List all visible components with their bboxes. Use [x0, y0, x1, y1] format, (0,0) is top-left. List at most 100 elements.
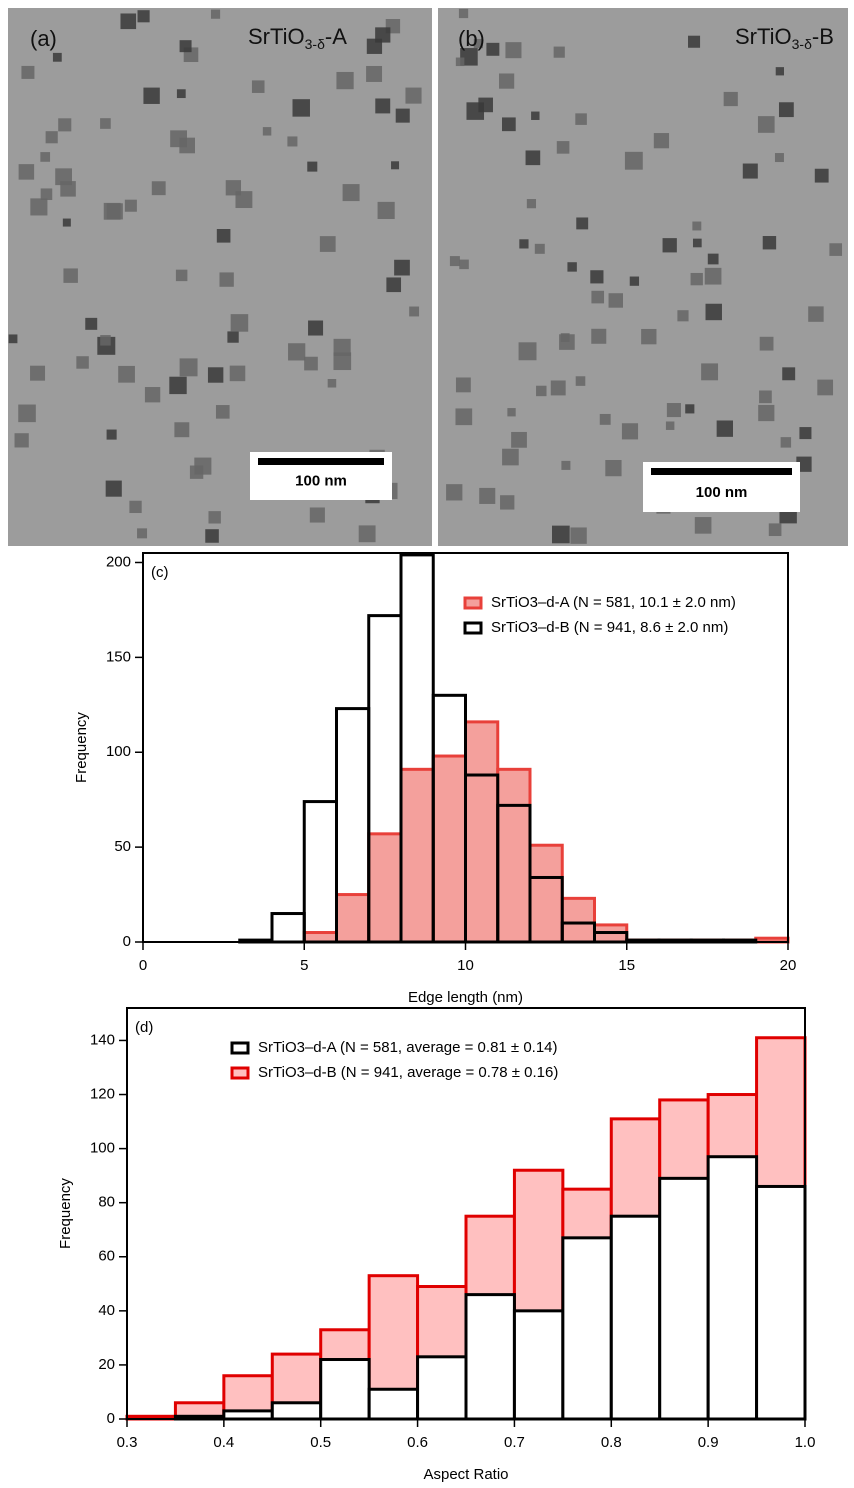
- particle: [536, 385, 547, 397]
- particle: [775, 67, 784, 76]
- particle: [175, 269, 188, 282]
- particle: [333, 352, 352, 371]
- particle: [716, 420, 733, 437]
- x-tick-label: 0.3: [117, 1434, 138, 1451]
- particle: [591, 290, 605, 304]
- particle: [120, 13, 137, 30]
- y-tick-label: 50: [114, 838, 131, 855]
- particle: [758, 404, 775, 422]
- particle: [473, 38, 483, 49]
- legend-swatch: [463, 621, 483, 635]
- particle: [129, 500, 142, 514]
- hist-bar: [367, 1387, 420, 1421]
- particle: [229, 365, 246, 382]
- particle: [143, 87, 160, 104]
- particle: [507, 408, 516, 417]
- particle: [60, 181, 76, 197]
- particle: [342, 184, 360, 202]
- particle: [692, 221, 702, 231]
- x-tick-label: 15: [618, 957, 635, 974]
- hist-bar: [528, 843, 564, 944]
- particle: [455, 57, 465, 67]
- particle: [665, 421, 675, 430]
- y-tick-label: 150: [106, 648, 131, 665]
- label-sub: 3-δ: [305, 36, 325, 52]
- particle: [287, 136, 298, 147]
- particle: [552, 525, 570, 544]
- x-tick-label: 0.9: [698, 1434, 719, 1451]
- particle: [531, 111, 540, 120]
- particle: [366, 65, 383, 82]
- particle: [137, 528, 148, 539]
- x-tick-label: 20: [780, 957, 797, 974]
- hist-bar: [431, 754, 467, 944]
- hist-bar: [561, 1236, 613, 1421]
- particle: [18, 404, 36, 423]
- particle: [386, 277, 402, 293]
- particle: [304, 356, 318, 371]
- y-tick-label: 40: [98, 1302, 115, 1319]
- hist-bar: [609, 1214, 662, 1421]
- legend-label: SrTiO3–d-B (N = 941, average = 0.78 ± 0.…: [258, 1064, 558, 1081]
- particle: [641, 328, 657, 345]
- particle: [409, 306, 420, 317]
- particle: [105, 480, 122, 497]
- particle: [762, 236, 777, 250]
- x-axis-label: Edge length (nm): [408, 989, 523, 1006]
- particle: [575, 376, 586, 386]
- particle: [52, 52, 62, 62]
- panel-label: (c): [151, 564, 169, 581]
- x-tick-label: 0.5: [310, 1434, 331, 1451]
- particle: [8, 334, 18, 344]
- hist-bar: [416, 1355, 468, 1421]
- particle: [30, 365, 46, 381]
- particle: [829, 243, 843, 256]
- particle: [377, 201, 395, 220]
- hist-bar: [222, 1409, 274, 1421]
- particle: [774, 153, 784, 163]
- particle: [511, 431, 527, 448]
- particle: [685, 404, 695, 414]
- particle: [85, 317, 98, 330]
- particle: [205, 529, 219, 543]
- x-tick-label: 0.4: [213, 1434, 234, 1451]
- particle: [62, 218, 71, 227]
- particle: [394, 259, 410, 276]
- particle: [144, 387, 161, 403]
- particle: [63, 268, 78, 283]
- particle: [358, 525, 376, 543]
- particle: [500, 495, 515, 510]
- particle: [446, 484, 463, 501]
- particle: [21, 65, 35, 79]
- particle: [40, 188, 53, 201]
- particle: [757, 116, 775, 133]
- particle: [455, 377, 471, 393]
- particle: [118, 365, 135, 383]
- legend-swatch: [230, 1066, 250, 1080]
- particle: [501, 117, 516, 132]
- particle: [169, 376, 187, 395]
- legend-label: SrTiO3–d-B (N = 941, 8.6 ± 2.0 nm): [491, 619, 728, 636]
- particle: [556, 141, 570, 154]
- particle: [176, 89, 186, 99]
- particle: [40, 152, 51, 162]
- particle: [742, 163, 758, 179]
- particle: [458, 8, 469, 19]
- hist-bar: [302, 800, 338, 944]
- particle: [567, 262, 577, 272]
- particle: [208, 511, 221, 524]
- hist-bar: [464, 720, 500, 944]
- particle: [106, 429, 117, 440]
- particle: [518, 342, 537, 361]
- x-tick-label: 0.6: [407, 1434, 428, 1451]
- particle: [759, 390, 772, 404]
- particle: [624, 151, 643, 170]
- y-tick-label: 20: [98, 1356, 115, 1373]
- panel-label: (d): [135, 1019, 153, 1036]
- particle: [179, 358, 198, 377]
- particle: [103, 202, 121, 220]
- particle: [605, 460, 622, 477]
- particle: [292, 99, 310, 117]
- y-tick-label: 120: [90, 1085, 115, 1102]
